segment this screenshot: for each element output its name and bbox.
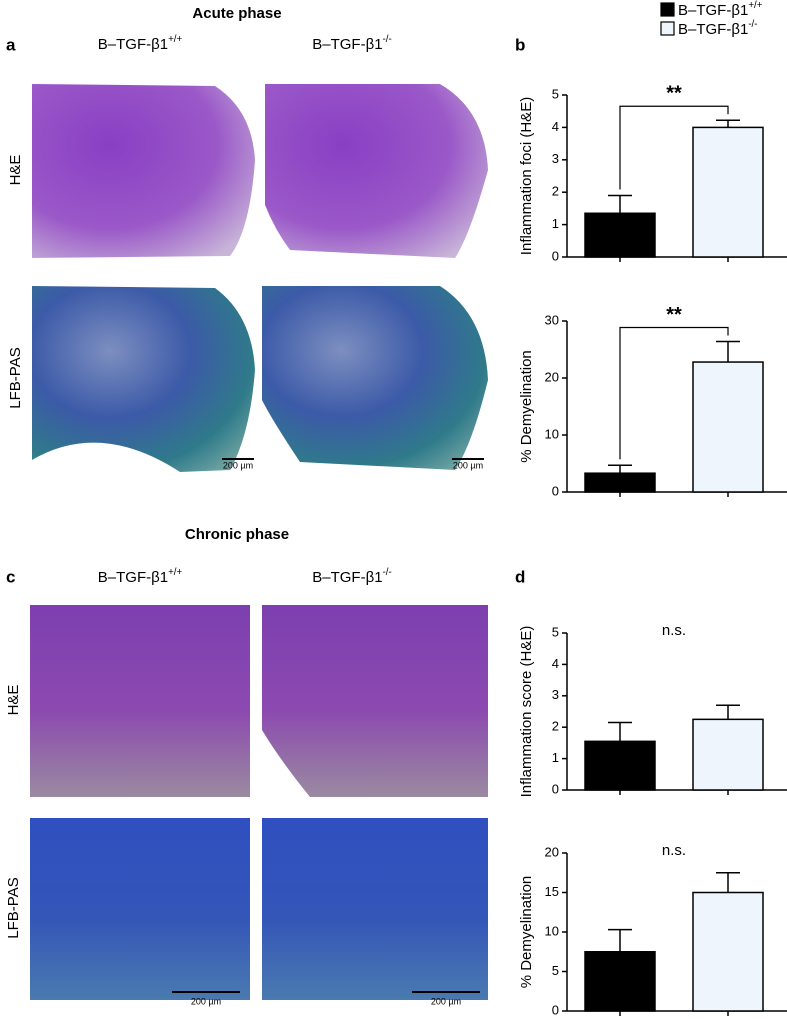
phase-title: Chronic phase (185, 526, 289, 543)
significance-bracket (619, 105, 729, 190)
y-tick-label: 3 (552, 687, 559, 702)
y-tick-label: 10 (545, 923, 559, 938)
genotype-sup: -/- (383, 34, 392, 45)
y-tick-label: 5 (552, 624, 559, 639)
scale-bar-label: 200 µm (223, 460, 253, 470)
genotype-sup: +/+ (168, 567, 182, 578)
genotype-base: B–TGF-β1 (98, 569, 168, 586)
genotype-base: B–TGF-β1 (678, 21, 748, 38)
bar (584, 212, 656, 258)
significance-bracket (619, 326, 729, 460)
y-axis-label: Inflammation foci (H&E) (518, 97, 535, 255)
bar (692, 718, 764, 791)
genotype-base: B–TGF-β1 (312, 569, 382, 586)
legend-swatch (660, 2, 675, 17)
y-tick-label: 3 (552, 151, 559, 166)
genotype-base: B–TGF-β1 (312, 36, 382, 53)
genotype-base: B–TGF-β1 (98, 36, 168, 53)
y-tick-label: 1 (552, 750, 559, 765)
genotype-sup: +/+ (748, 0, 762, 11)
genotype-sup: +/+ (168, 34, 182, 45)
y-tick-label: 1 (552, 216, 559, 231)
y-tick-label: 0 (552, 248, 559, 263)
row-label: LFB-PAS (5, 877, 22, 938)
scale-bar-label: 200 µm (431, 996, 461, 1006)
phase-title: Acute phase (192, 5, 281, 22)
row-label: H&E (7, 155, 24, 186)
y-axis-label: Inflammation score (H&E) (518, 626, 535, 798)
y-tick-label: 0 (552, 781, 559, 796)
scale-bar-label: 200 µm (191, 996, 221, 1006)
y-tick-label: 0 (552, 1002, 559, 1017)
genotype-label: B–TGF-β1+/+ (678, 0, 763, 19)
genotype-label: B–TGF-β1-/- (312, 567, 392, 586)
y-tick-label: 4 (552, 656, 559, 671)
y-tick-label: 20 (545, 844, 559, 859)
y-tick-label: 2 (552, 184, 559, 199)
bar (692, 891, 764, 1012)
genotype-sup: -/- (383, 567, 392, 578)
y-tick-label: 5 (552, 963, 559, 978)
y-tick-label: 30 (545, 312, 559, 327)
row-label: H&E (5, 685, 22, 716)
panel-letter: b (515, 35, 525, 54)
histology-images (30, 84, 488, 1000)
y-axis-label: % Demyelination (518, 876, 535, 989)
significance-label: n.s. (662, 842, 686, 859)
panel-letter: d (515, 567, 525, 586)
panel-letter: a (6, 35, 16, 54)
genotype-label: B–TGF-β1+/+ (98, 567, 183, 586)
panel-letter: c (6, 567, 15, 586)
row-label: LFB-PAS (7, 347, 24, 408)
bar (584, 740, 656, 791)
significance-label: n.s. (662, 622, 686, 639)
genotype-label: B–TGF-β1+/+ (98, 34, 183, 53)
scale-bar-label: 200 µm (453, 460, 483, 470)
y-tick-label: 15 (545, 884, 559, 899)
bar (584, 951, 656, 1012)
y-tick-label: 0 (552, 483, 559, 498)
y-axis-label: % Demyelination (518, 350, 535, 463)
genotype-sup: -/- (748, 19, 757, 30)
significance-label: ** (666, 83, 682, 105)
y-tick-label: 20 (545, 369, 559, 384)
genotype-label: B–TGF-β1-/- (678, 19, 758, 38)
legend-swatch (660, 21, 675, 36)
bar (692, 361, 764, 493)
bar (584, 472, 656, 493)
significance-label: ** (666, 304, 682, 326)
bar (692, 126, 764, 258)
y-tick-label: 4 (552, 119, 559, 134)
y-tick-label: 5 (552, 86, 559, 101)
scale-bars (172, 458, 484, 993)
genotype-label: B–TGF-β1-/- (312, 34, 392, 53)
y-tick-label: 10 (545, 426, 559, 441)
y-tick-label: 2 (552, 719, 559, 734)
genotype-base: B–TGF-β1 (678, 2, 748, 19)
